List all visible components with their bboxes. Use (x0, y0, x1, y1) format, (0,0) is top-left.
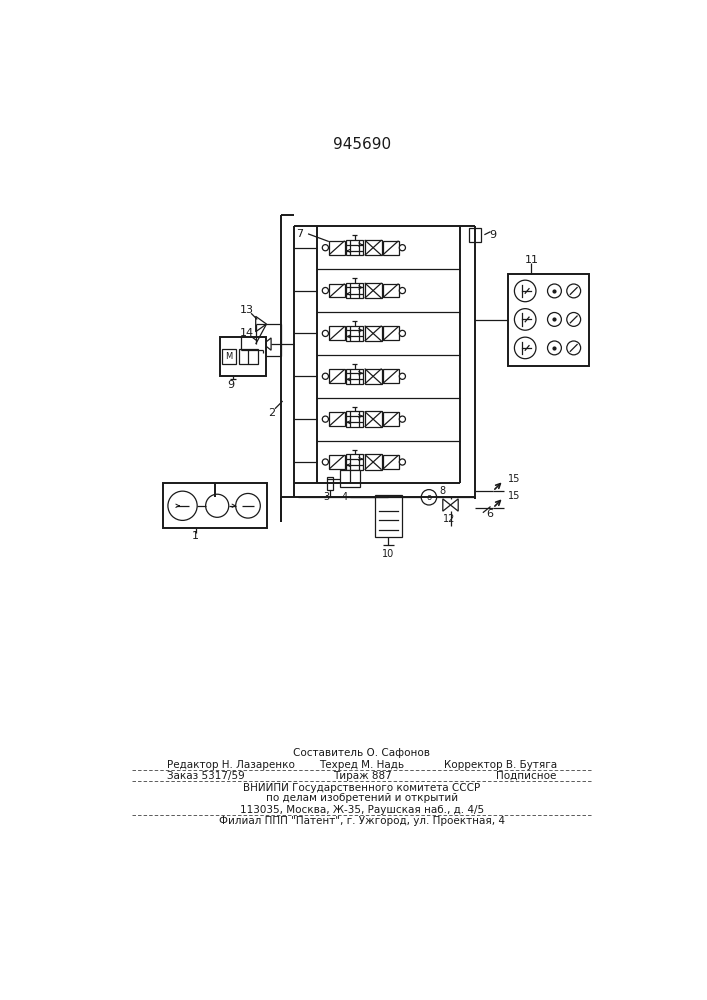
Circle shape (515, 280, 536, 302)
Text: Тираж 887: Тираж 887 (332, 771, 392, 781)
Text: 9: 9 (489, 230, 496, 240)
Text: Составитель О. Сафонов: Составитель О. Сафонов (293, 748, 431, 758)
Circle shape (421, 490, 437, 505)
Text: M: M (225, 352, 233, 361)
Text: Редактор Н. Лазаренко: Редактор Н. Лазаренко (167, 760, 295, 770)
Circle shape (322, 287, 329, 294)
Circle shape (547, 341, 561, 355)
Circle shape (168, 491, 197, 520)
Text: Филиал ППП "Патент", г. Ужгород, ул. Проектная, 4: Филиал ППП "Патент", г. Ужгород, ул. Про… (219, 816, 505, 826)
Bar (469, 228, 481, 242)
Circle shape (399, 459, 405, 465)
Text: по делам изобретений и открытий: по делам изобретений и открытий (266, 793, 458, 803)
Circle shape (515, 337, 536, 359)
Bar (222, 349, 235, 364)
Bar (340, 470, 360, 487)
Text: 2: 2 (268, 408, 276, 418)
Circle shape (322, 459, 329, 465)
Text: 6: 6 (486, 509, 493, 519)
Bar (365, 240, 382, 255)
Text: 9: 9 (228, 380, 235, 390)
Bar (219, 337, 266, 376)
Text: 3: 3 (324, 492, 329, 502)
Bar (508, 274, 589, 366)
Bar (346, 369, 363, 384)
Text: Техред М. Надь: Техред М. Надь (320, 760, 404, 770)
Bar (375, 495, 402, 537)
Circle shape (399, 416, 405, 422)
Bar (383, 241, 399, 255)
Text: 15: 15 (508, 491, 520, 501)
Circle shape (515, 309, 536, 330)
Bar (329, 284, 344, 297)
Bar (329, 412, 344, 426)
Text: ВНИИПИ Государственного комитета СССР: ВНИИПИ Государственного комитета СССР (243, 783, 481, 793)
Text: 8: 8 (440, 486, 446, 496)
Text: 10: 10 (382, 549, 395, 559)
Bar (365, 369, 382, 384)
Text: 4: 4 (342, 492, 348, 502)
Text: Корректор В. Бутяга: Корректор В. Бутяга (443, 760, 557, 770)
Text: 15: 15 (508, 474, 520, 484)
Circle shape (322, 373, 329, 379)
Bar (329, 326, 344, 340)
Text: 113035, Москва, Ж-35, Раушская наб., д. 4/5: 113035, Москва, Ж-35, Раушская наб., д. … (240, 805, 484, 815)
Bar (346, 240, 363, 255)
Text: 11: 11 (525, 255, 538, 265)
Circle shape (235, 493, 260, 518)
Bar (329, 241, 344, 255)
Bar (383, 412, 399, 426)
Bar (346, 454, 363, 470)
Text: 13: 13 (240, 305, 253, 315)
Bar (383, 326, 399, 340)
Bar (346, 411, 363, 427)
Bar (383, 369, 399, 383)
Text: o: o (426, 493, 431, 502)
Circle shape (206, 494, 229, 517)
Circle shape (399, 373, 405, 379)
Bar (383, 455, 399, 469)
Circle shape (399, 330, 405, 336)
Circle shape (567, 284, 580, 298)
Circle shape (567, 312, 580, 326)
Bar (327, 477, 333, 490)
Text: 12: 12 (443, 514, 455, 524)
Bar (329, 455, 344, 469)
Text: 7: 7 (296, 229, 303, 239)
Text: 1: 1 (192, 531, 199, 541)
Text: Подписное: Подписное (496, 771, 557, 781)
Bar (329, 369, 344, 383)
Circle shape (567, 341, 580, 355)
Circle shape (322, 245, 329, 251)
Text: 945690: 945690 (333, 137, 391, 152)
Circle shape (547, 312, 561, 326)
Circle shape (547, 284, 561, 298)
Bar (365, 326, 382, 341)
Bar (383, 284, 399, 297)
Text: 14: 14 (240, 328, 254, 338)
Circle shape (399, 287, 405, 294)
Bar (346, 326, 363, 341)
Text: Заказ 5317/59: Заказ 5317/59 (167, 771, 245, 781)
Bar (365, 454, 382, 470)
Bar (365, 411, 382, 427)
Circle shape (399, 245, 405, 251)
Bar (163, 483, 267, 528)
Circle shape (322, 330, 329, 336)
Bar (365, 283, 382, 298)
Circle shape (322, 416, 329, 422)
Bar (239, 349, 258, 364)
Bar (346, 283, 363, 298)
